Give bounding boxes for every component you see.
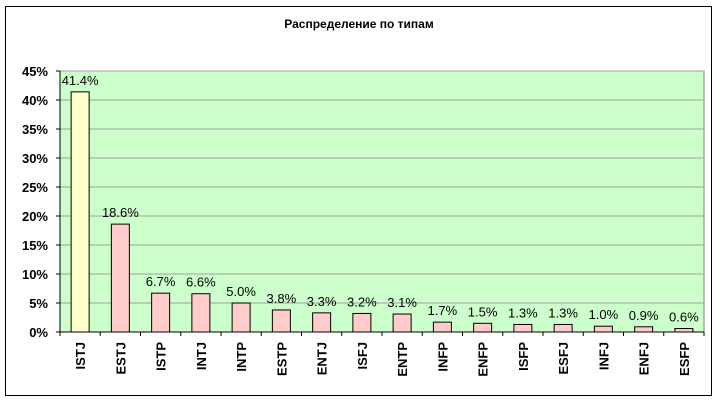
data-label: 3.3% [307,294,337,309]
data-label: 1.3% [508,305,538,320]
data-label: 1.7% [428,303,458,318]
y-tick-label: 25% [22,180,48,195]
x-tick-label: ENTP [395,342,410,377]
x-tick-label: ENFP [476,342,491,377]
bar-esfp [674,328,694,333]
x-tick-label: ENFJ [637,342,652,375]
bar-isfj [352,312,372,333]
data-label: 6.7% [146,274,176,289]
bar-isfp [513,323,533,333]
data-label: 18.6% [102,205,139,220]
y-tick-label: 30% [22,151,48,166]
y-tick-label: 45% [22,64,48,79]
data-label: 3.8% [267,291,297,306]
bar-enfj [634,326,654,333]
data-label: 5.0% [226,284,256,299]
x-tick-label: ISTJ [73,342,88,369]
chart-frame [5,6,712,396]
x-tick-label: ISFJ [355,342,370,369]
data-label: 3.2% [347,294,377,309]
bar-infj [593,325,613,333]
bar-istj [70,91,90,333]
bar-estp [271,309,291,333]
x-tick-label: INFJ [596,342,611,370]
x-tick-label: INTP [234,342,249,372]
y-tick-label: 0% [29,325,48,340]
x-tick-label: INFP [435,342,450,372]
data-label: 6.6% [186,275,216,290]
bar-infp [432,321,452,333]
plot-area [59,70,705,333]
y-tick-label: 35% [22,122,48,137]
y-tick-label: 15% [22,238,48,253]
y-tick-label: 20% [22,209,48,224]
x-tick-label: ISTP [154,342,169,371]
x-tick-label: ISFP [516,342,531,371]
bar-entp [392,313,412,333]
x-tick-label: ESTP [274,342,289,376]
y-tick-label: 10% [22,267,48,282]
bar-esfj [553,323,573,333]
bar-intp [231,302,251,333]
y-tick-label: 5% [29,296,48,311]
y-tick-label: 40% [22,93,48,108]
x-tick-label: ESFP [677,342,692,376]
bar-istp [151,292,171,333]
chart-title: Распределение по типам [284,17,434,31]
bar-estj [110,223,130,333]
data-label: 0.6% [669,310,699,325]
x-tick-label: ENTJ [315,342,330,375]
bar-entj [312,312,332,333]
bar-enfp [473,322,493,333]
x-tick-label: INTJ [194,342,209,370]
x-tick-label: ESTJ [113,342,128,375]
data-label: 41.4% [62,73,99,88]
bar-intj [191,293,211,333]
data-label: 1.5% [468,304,498,319]
x-tick-label: ESFJ [556,342,571,375]
data-label: 0.9% [629,308,659,323]
data-label: 3.1% [387,295,417,310]
data-label: 1.3% [548,305,578,320]
data-label: 1.0% [589,307,619,322]
